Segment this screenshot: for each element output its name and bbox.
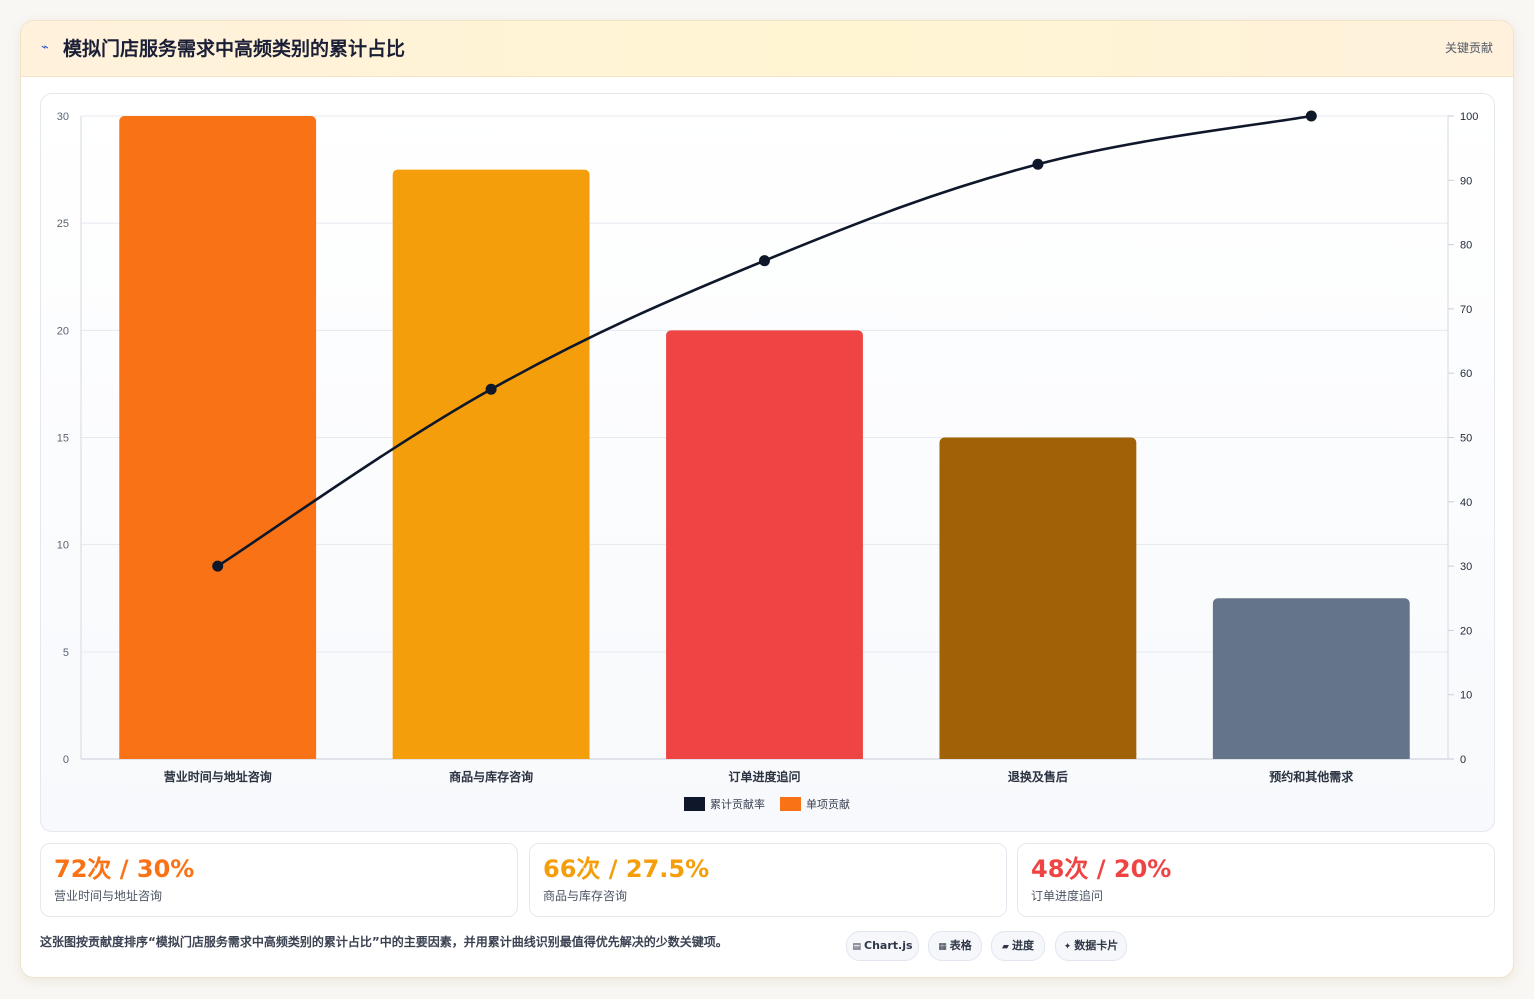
sparkle-icon: ✦ bbox=[1063, 942, 1072, 952]
chip-label: 数据卡片 bbox=[1074, 939, 1119, 952]
bar bbox=[939, 437, 1137, 759]
header-tag: 关键贡献 bbox=[1444, 41, 1493, 55]
trend-icon: ⌁ bbox=[41, 40, 49, 55]
stat-label: 商品与库存咨询 bbox=[543, 889, 628, 903]
stat-value: 66次 / 27.5% bbox=[543, 855, 710, 883]
cumulative-point bbox=[759, 255, 770, 267]
legend-swatch bbox=[780, 797, 801, 811]
chart-card: ⌁ 模拟门店服务需求中高频类别的累计占比 关键贡献 0 5 10 15 20 25 30 0 1… bbox=[20, 20, 1514, 978]
y-right-tick-label: 50 bbox=[1460, 433, 1472, 445]
bar bbox=[392, 169, 590, 759]
card-header: ⌁ 模拟门店服务需求中高频类别的累计占比 关键贡献 bbox=[21, 21, 1513, 77]
bar bbox=[666, 330, 863, 759]
stat-label: 订单进度追问 bbox=[1031, 889, 1104, 903]
y-right-tick-label: 90 bbox=[1460, 175, 1472, 187]
y-right-tick-label: 80 bbox=[1460, 240, 1472, 252]
chip-label: 进度 bbox=[1011, 939, 1034, 952]
y-left-tick-label: 15 bbox=[57, 433, 69, 445]
x-tick-label: 退换及售后 bbox=[1008, 769, 1068, 784]
bar bbox=[1212, 598, 1410, 759]
y-left-tick-label: 20 bbox=[57, 325, 69, 337]
y-right-tick-label: 30 bbox=[1460, 561, 1472, 573]
legend-swatch bbox=[684, 797, 705, 811]
x-tick-label: 订单进度追问 bbox=[728, 769, 800, 784]
chart-icon: ▤ bbox=[852, 942, 861, 952]
stat-label: 营业时间与地址咨询 bbox=[54, 889, 163, 903]
bar-base bbox=[939, 753, 1137, 759]
stat-card-2: 66次 / 27.5% 商品与库存咨询 bbox=[529, 843, 1007, 917]
cumulative-point bbox=[1032, 158, 1044, 170]
y-left-tick-label: 0 bbox=[63, 754, 69, 766]
chip-progress[interactable]: ▰ 进度 bbox=[991, 931, 1045, 961]
legend-label: 累计贡献率 bbox=[710, 797, 765, 811]
pareto-chart: 0 5 10 15 20 25 30 0 10 20 30 40 50 60 70 80 90 100 营业时间与地… bbox=[57, 110, 1478, 811]
chart-description: 这张图按贡献度排序“模拟门店服务需求中高频类别的累计占比”中的主要因素，并用累计… bbox=[40, 935, 728, 949]
y-right-tick-label: 0 bbox=[1460, 754, 1466, 766]
cumulative-point bbox=[212, 560, 224, 572]
y-right-tick-label: 100 bbox=[1460, 111, 1478, 123]
x-tick-label: 营业时间与地址咨询 bbox=[164, 769, 272, 784]
y-right-tick-label: 70 bbox=[1460, 304, 1472, 316]
bar-base bbox=[392, 753, 590, 759]
chip-label: 表格 bbox=[949, 939, 972, 952]
chip-label: Chart.js bbox=[864, 939, 913, 952]
cumulative-point bbox=[485, 383, 497, 395]
stat-card-3: 48次 / 20% 订单进度追问 bbox=[1017, 843, 1495, 917]
table-icon: ▦ bbox=[938, 942, 947, 952]
y-left-tick-label: 25 bbox=[57, 218, 69, 230]
x-tick-label: 预约和其他需求 bbox=[1269, 769, 1354, 784]
chart-title: 模拟门店服务需求中高频类别的累计占比 bbox=[63, 38, 406, 60]
chip-table[interactable]: ▦ 表格 bbox=[928, 931, 982, 961]
stat-card-1: 72次 / 30% 营业时间与地址咨询 bbox=[40, 843, 518, 917]
stat-value: 48次 / 20% bbox=[1031, 855, 1172, 883]
bar bbox=[119, 116, 317, 759]
y-right-tick-label: 60 bbox=[1460, 368, 1472, 380]
bar-base bbox=[119, 753, 317, 759]
chip-chartjs[interactable]: ▤ Chart.js bbox=[846, 931, 919, 961]
y-right-tick-label: 10 bbox=[1460, 690, 1472, 702]
x-tick-label: 商品与库存咨询 bbox=[449, 769, 533, 784]
chip-data-card[interactable]: ✦ 数据卡片 bbox=[1055, 931, 1127, 961]
stat-value: 72次 / 30% bbox=[54, 855, 195, 883]
y-right-tick-label: 40 bbox=[1460, 497, 1472, 509]
legend-label: 单项贡献 bbox=[806, 797, 850, 811]
y-left-tick-label: 5 bbox=[63, 647, 69, 659]
bar-base bbox=[666, 753, 863, 759]
y-left-tick-label: 30 bbox=[57, 111, 69, 123]
cumulative-point bbox=[1305, 110, 1317, 122]
progress-icon: ▰ bbox=[1002, 942, 1009, 952]
y-right-tick-label: 20 bbox=[1460, 625, 1472, 637]
y-left-tick-label: 10 bbox=[57, 540, 69, 552]
bar-base bbox=[1212, 753, 1410, 759]
plot-panel: 0 5 10 15 20 25 30 0 10 20 30 40 50 60 70 80 90 100 营业时间与地… bbox=[40, 93, 1495, 832]
